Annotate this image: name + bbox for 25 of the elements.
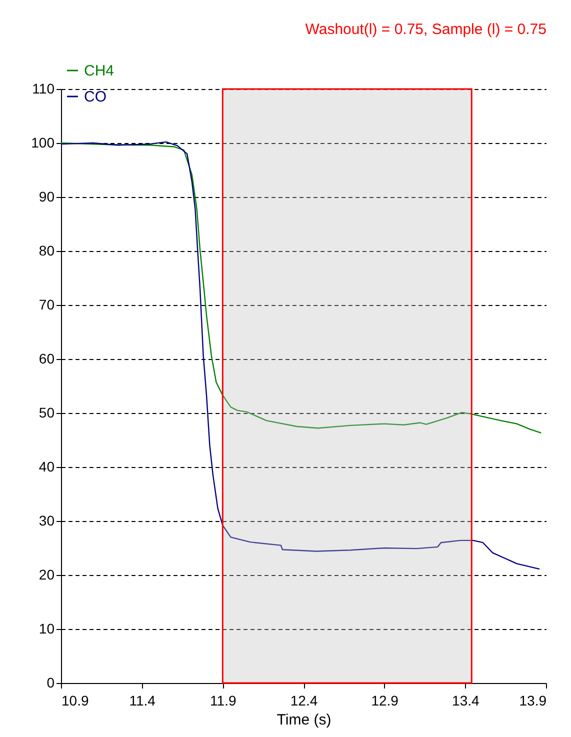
x-tick-label: 11.9 bbox=[210, 692, 236, 708]
x-axis-title: Time (s) bbox=[276, 712, 332, 728]
y-tick-label: 90 bbox=[38, 188, 55, 204]
x-tick-label: 10.9 bbox=[62, 692, 89, 708]
x-tick-label: 13.4 bbox=[452, 692, 480, 708]
y-tick-label: 0 bbox=[46, 674, 55, 690]
legend-label: CO bbox=[84, 88, 106, 106]
y-tick-label: 80 bbox=[38, 242, 55, 258]
line-series bbox=[60, 142, 542, 434]
y-tick-label: 30 bbox=[38, 512, 55, 528]
x-tick-label: 11.4 bbox=[129, 692, 156, 708]
y-tick-label: 20 bbox=[38, 566, 55, 582]
y-tick-label: 100 bbox=[31, 134, 55, 150]
line-series bbox=[60, 141, 540, 570]
y-tick-label: 70 bbox=[38, 296, 55, 312]
y-tick-label: 50 bbox=[38, 404, 55, 420]
legend-label: CH4 bbox=[84, 62, 114, 80]
x-tick-label: 12.9 bbox=[371, 692, 399, 708]
y-tick-label: 10 bbox=[38, 620, 55, 636]
x-tick-label: 13.9 bbox=[519, 692, 547, 708]
chart-title: Washout(l) = 0.75, Sample (l) = 0.75 bbox=[305, 21, 546, 38]
y-tick-label: 40 bbox=[38, 458, 55, 474]
y-tick-label: 110 bbox=[32, 80, 55, 96]
x-tick-label: 12.4 bbox=[290, 692, 318, 708]
y-tick-label: 60 bbox=[38, 350, 55, 366]
